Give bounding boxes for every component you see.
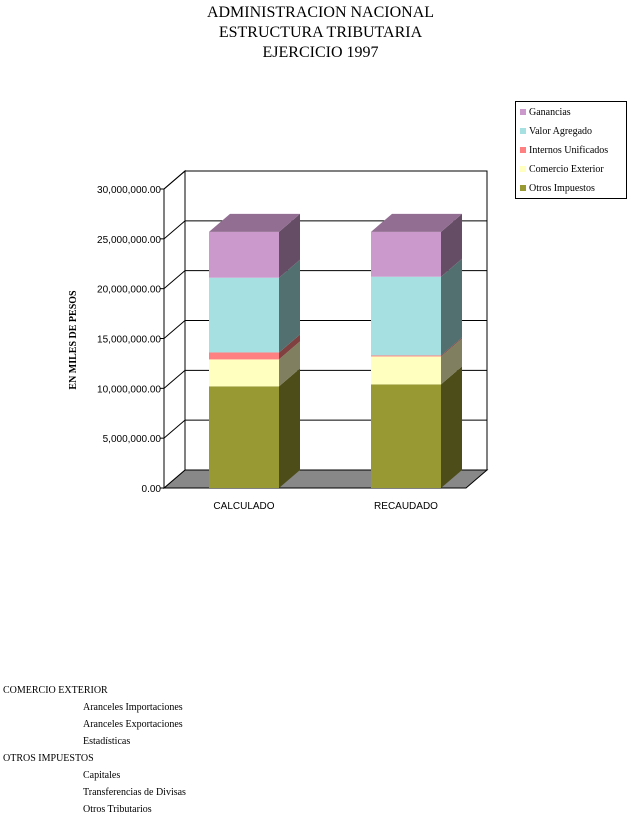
notes-item: Aranceles Exportaciones <box>83 719 183 730</box>
bar-segment-front <box>209 231 279 278</box>
legend-label-internos-unificados: Internos Unificados <box>529 145 609 156</box>
bar-segment-top <box>209 213 300 232</box>
bar-segment-side <box>441 337 462 357</box>
gridline-side <box>163 220 186 240</box>
title-line-3: EJERCICIO 1997 <box>262 44 379 61</box>
notes-item: Estadísticas <box>83 736 131 747</box>
legend-label-otros-impuestos: Otros Impuestos <box>529 183 595 194</box>
gridline-side <box>163 419 186 439</box>
legend-item-internos-unificados: Internos Unificados <box>520 144 608 158</box>
bar-segment-side <box>279 341 300 387</box>
bar-segment-front <box>371 231 441 277</box>
title-line-2: ESTRUCTURA TRIBUTARIA <box>218 24 423 41</box>
gridline-side <box>163 270 186 290</box>
y-axis-title: EN MILES DE PESOS <box>68 290 79 390</box>
chart-legend: Ganancias Valor Agregado Internos Unific… <box>515 101 627 199</box>
chart-title: ADMINISTRACION NACIONAL ESTRUCTURA TRIBU… <box>0 3 641 63</box>
notes-item: Capitales <box>83 770 121 781</box>
notes-item: Otros Tributarios <box>83 804 152 815</box>
bar-segment-front <box>209 277 279 353</box>
y-tick-label: 10,000,000.00 <box>97 384 161 395</box>
tax-category-notes: COMERCIO EXTERIOR Aranceles Importacione… <box>3 682 186 818</box>
legend-swatch-comercio-exterior <box>520 165 526 172</box>
y-tick-label: 25,000,000.00 <box>97 235 161 246</box>
legend-swatch-valor-agregado <box>520 127 526 134</box>
title-line-1: ADMINISTRACION NACIONAL <box>206 4 435 21</box>
y-tick-label: 15,000,000.00 <box>97 335 161 346</box>
legend-item-otros-impuestos: Otros Impuestos <box>520 182 595 196</box>
bar-segment-side <box>279 259 300 353</box>
bar-segment-side <box>279 334 300 360</box>
y-tick-label: 0.00 <box>142 484 162 495</box>
notes-category-comercio-exterior: COMERCIO EXTERIOR <box>3 685 108 696</box>
legend-swatch-internos-unificados <box>520 146 526 153</box>
bar-segment-front <box>371 356 441 385</box>
y-tick-label: 20,000,000.00 <box>97 285 161 296</box>
legend-label-ganancias: Ganancias <box>529 107 571 118</box>
legend-item-comercio-exterior: Comercio Exterior <box>520 163 604 177</box>
gridline-side <box>163 369 186 389</box>
stacked-bar-chart: 0.00 5,000,000.00 10,000,000.00 15,000,000.… <box>68 169 489 512</box>
notes-item: Transferencias de Divisas <box>83 787 186 798</box>
bar-segment-side <box>279 368 300 488</box>
bar-segment-side <box>441 213 462 277</box>
bar-segment-front <box>209 359 279 387</box>
y-tick-label: 30,000,000.00 <box>97 185 161 196</box>
x-tick-label: RECAUDADO <box>374 501 438 512</box>
legend-item-valor-agregado: Valor Agregado <box>520 125 592 139</box>
bar-segment-side <box>279 213 300 278</box>
bar-segment-front <box>371 384 441 488</box>
notes-item: Aranceles Importaciones <box>83 702 183 713</box>
legend-swatch-otros-impuestos <box>520 184 526 191</box>
bar-segment-front <box>209 352 279 360</box>
notes-category-otros-impuestos: OTROS IMPUESTOS <box>3 753 94 764</box>
x-tick-label: CALCULADO <box>213 501 274 512</box>
bar-segment-side <box>441 258 462 356</box>
y-tick-label: 5,000,000.00 <box>103 434 162 445</box>
gridline-side <box>163 170 186 190</box>
bar-segment-front <box>371 276 441 356</box>
bar-segment-top <box>371 213 462 232</box>
bar-segment-side <box>441 338 462 385</box>
legend-swatch-ganancias <box>520 108 526 115</box>
legend-item-ganancias: Ganancias <box>520 106 571 120</box>
gridline-side <box>163 320 186 339</box>
bar-segment-front <box>371 355 441 357</box>
bar-segment-front <box>209 386 279 488</box>
legend-label-comercio-exterior: Comercio Exterior <box>529 164 604 175</box>
legend-label-valor-agregado: Valor Agregado <box>529 126 593 137</box>
bar-segment-side <box>441 366 462 488</box>
